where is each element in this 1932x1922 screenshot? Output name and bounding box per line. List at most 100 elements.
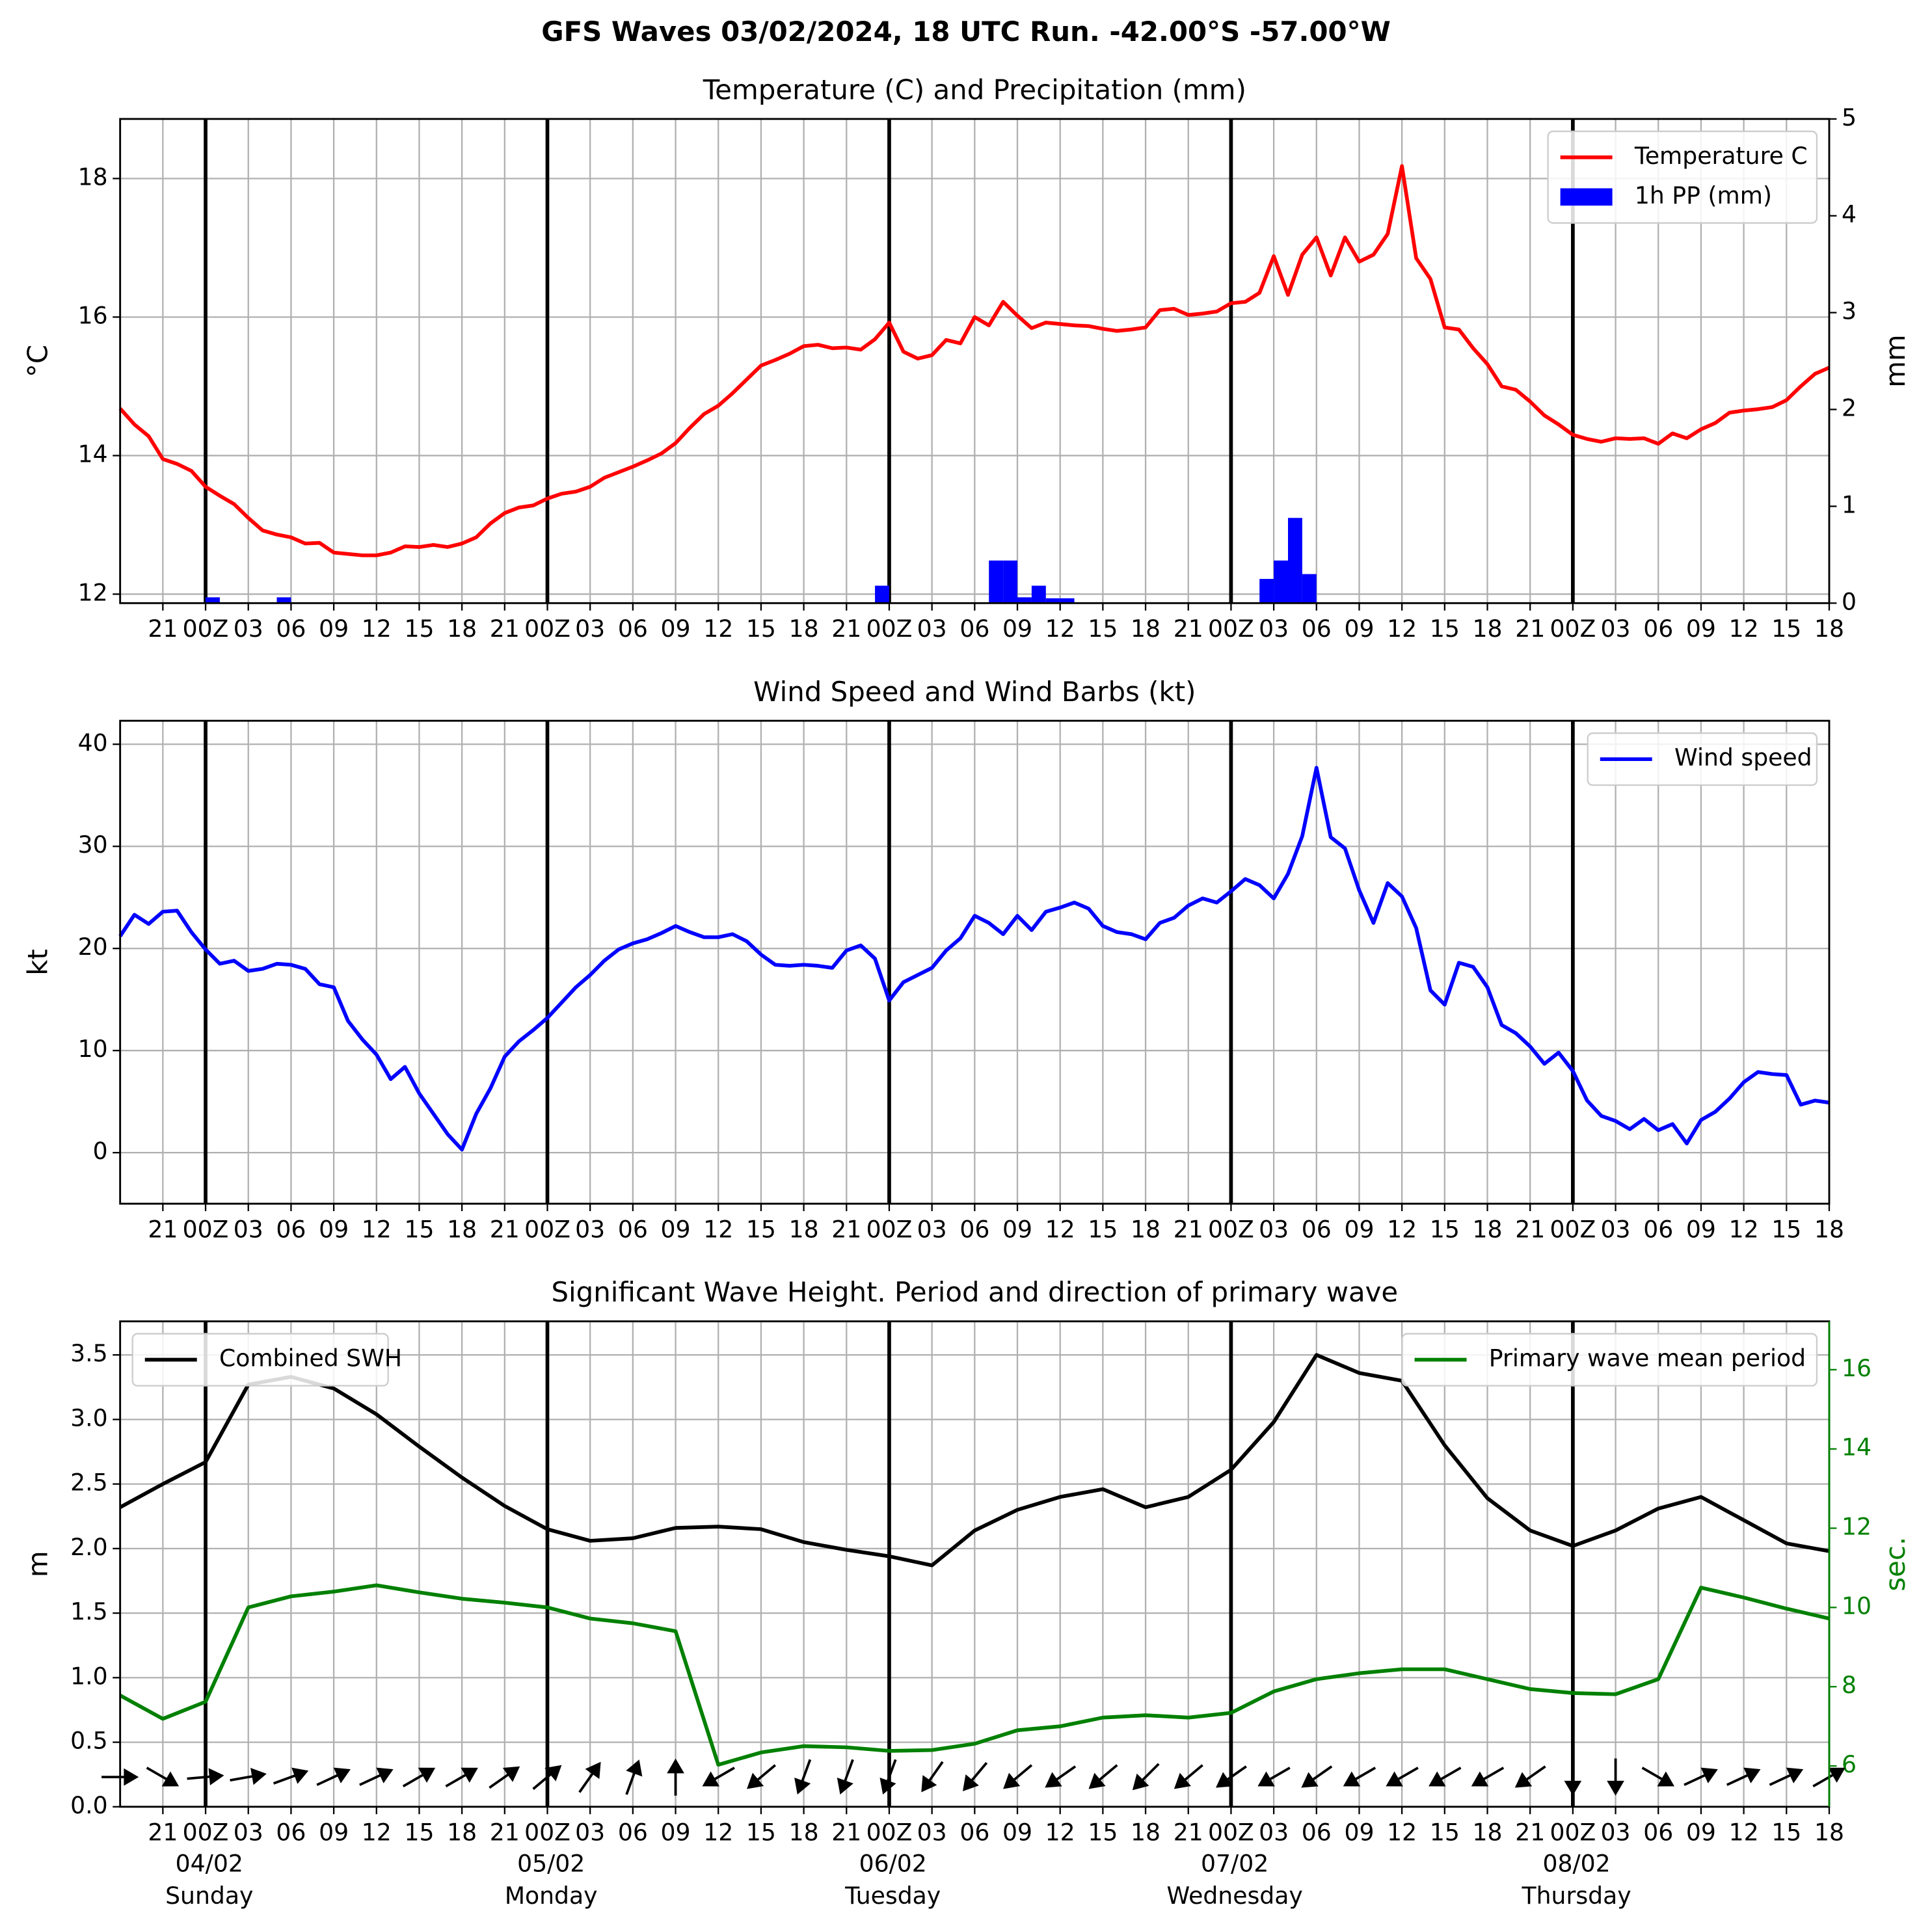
wave-arrow — [230, 1768, 267, 1785]
x-tick-label: 03 — [1601, 615, 1631, 643]
date-label: 07/02 — [1201, 1849, 1268, 1877]
y-tick-label: 0.0 — [70, 1791, 108, 1819]
x-tick-label: 21 — [1174, 1819, 1203, 1847]
x-tick-label: 15 — [746, 1216, 776, 1244]
x-tick-label: 00Z — [524, 1216, 570, 1244]
precip-bar — [1288, 518, 1302, 604]
x-tick-label: 09 — [319, 1819, 349, 1847]
x-tick-label: 00Z — [183, 1216, 229, 1244]
arrow-head — [333, 1767, 351, 1783]
x-tick-label: 00Z — [1208, 1819, 1254, 1847]
arrow-head — [921, 1775, 937, 1793]
arrow-head — [837, 1777, 853, 1795]
x-tick-label: 18 — [1473, 1819, 1503, 1847]
arrow-head — [1132, 1773, 1149, 1791]
arrow-head — [794, 1777, 811, 1795]
x-tick-label: 18 — [1131, 615, 1161, 643]
x-tick-label: 00Z — [1550, 615, 1596, 643]
x-tick-label: 06 — [1302, 1819, 1332, 1847]
y-tick-label: 20 — [78, 933, 108, 961]
x-tick-label: 21 — [831, 615, 861, 643]
y2-axis-label: sec. — [1879, 1537, 1911, 1592]
x-tick-label: 06 — [959, 1819, 989, 1847]
y2-tick-label: 5 — [1842, 103, 1857, 131]
arrow-head — [1828, 1767, 1845, 1783]
x-tick-label: 21 — [1174, 1216, 1203, 1244]
y-axis-label: kt — [21, 949, 53, 976]
y-tick-label: 2.5 — [70, 1469, 108, 1497]
x-tick-label: 15 — [1088, 1819, 1118, 1847]
legend: Wind speed — [1587, 732, 1818, 786]
x-tick-label: 03 — [575, 1819, 605, 1847]
legend-label: Wind speed — [1674, 743, 1812, 771]
date-label: 06/02 — [859, 1849, 927, 1877]
x-tick-label: 18 — [447, 1216, 477, 1244]
arrow-head — [124, 1768, 139, 1786]
x-tick-label: 15 — [746, 1819, 776, 1847]
x-tick-label: 03 — [234, 1819, 263, 1847]
x-tick-label: 15 — [1430, 1216, 1460, 1244]
arrow-head — [208, 1768, 224, 1785]
wave-arrow — [578, 1761, 601, 1793]
x-tick-label: 03 — [234, 1216, 263, 1244]
precip-bar — [206, 597, 220, 604]
x-tick-label: 06 — [618, 615, 648, 643]
precip-bar — [1031, 585, 1046, 604]
x-tick-label: 18 — [1473, 1216, 1503, 1244]
wave-arrow — [837, 1759, 854, 1795]
x-tick-label: 03 — [1601, 1819, 1631, 1847]
wave-arrow — [1812, 1767, 1845, 1788]
x-tick-label: 06 — [618, 1819, 648, 1847]
precip-bar — [1060, 598, 1075, 604]
x-tick-label: 09 — [1344, 1216, 1374, 1244]
x-tick-label: 21 — [1515, 615, 1545, 643]
arrow-head — [1700, 1767, 1718, 1783]
wave-arrow — [101, 1768, 139, 1786]
panel-title: Wind Speed and Wind Barbs (kt) — [753, 676, 1196, 708]
x-tick-label: 03 — [575, 1216, 605, 1244]
x-tick-label: 06 — [276, 1216, 306, 1244]
arrow-head — [161, 1771, 180, 1787]
x-tick-label: 18 — [447, 1819, 477, 1847]
wave-arrow — [1132, 1763, 1160, 1791]
y2-tick-label: 10 — [1842, 1592, 1872, 1620]
x-tick-label: 15 — [404, 1216, 434, 1244]
x-tick-label: 21 — [490, 1216, 520, 1244]
x-tick-label: 00Z — [866, 1216, 913, 1244]
y-axis-label: °C — [21, 345, 53, 377]
y-tick-label: 1.0 — [70, 1662, 108, 1690]
precip-bar — [989, 560, 1004, 604]
x-tick-label: 06 — [959, 1216, 989, 1244]
x-tick-label: 00Z — [1550, 1216, 1596, 1244]
x-tick-label: 12 — [703, 615, 733, 643]
x-tick-label: 03 — [917, 615, 947, 643]
wave-arrow — [1564, 1758, 1582, 1796]
series-line — [118, 766, 1830, 1152]
legend-label: Combined SWH — [219, 1344, 402, 1372]
precip-bar — [1045, 598, 1060, 604]
figure-title: GFS Waves 03/02/2024, 18 UTC Run. -42.00… — [541, 16, 1391, 47]
y-tick-label: 40 — [78, 728, 108, 756]
x-tick-label: 06 — [276, 615, 306, 643]
x-tick-label: 21 — [1515, 1216, 1545, 1244]
wave-arrow — [1257, 1767, 1291, 1787]
x-tick-label: 09 — [661, 1216, 691, 1244]
x-tick-label: 09 — [1686, 1216, 1716, 1244]
x-tick-label: 15 — [404, 615, 434, 643]
legend-box — [1547, 130, 1818, 224]
wave-arrow — [489, 1766, 520, 1789]
arrow-head — [1003, 1772, 1021, 1789]
wave-arrow — [667, 1758, 684, 1796]
x-tick-label: 00Z — [866, 615, 913, 643]
wave-arrow — [747, 1764, 777, 1789]
arrow-head — [461, 1767, 478, 1783]
wave-arrow — [1471, 1767, 1505, 1787]
x-tick-label: 06 — [1643, 615, 1673, 643]
wave-arrow — [702, 1767, 735, 1787]
legend: Temperature C 1h PP (mm) — [1547, 130, 1818, 224]
x-tick-label: 18 — [1131, 1819, 1161, 1847]
arrow-head — [702, 1771, 719, 1787]
x-tick-label: 09 — [1686, 1819, 1716, 1847]
legend-box — [1401, 1333, 1818, 1387]
